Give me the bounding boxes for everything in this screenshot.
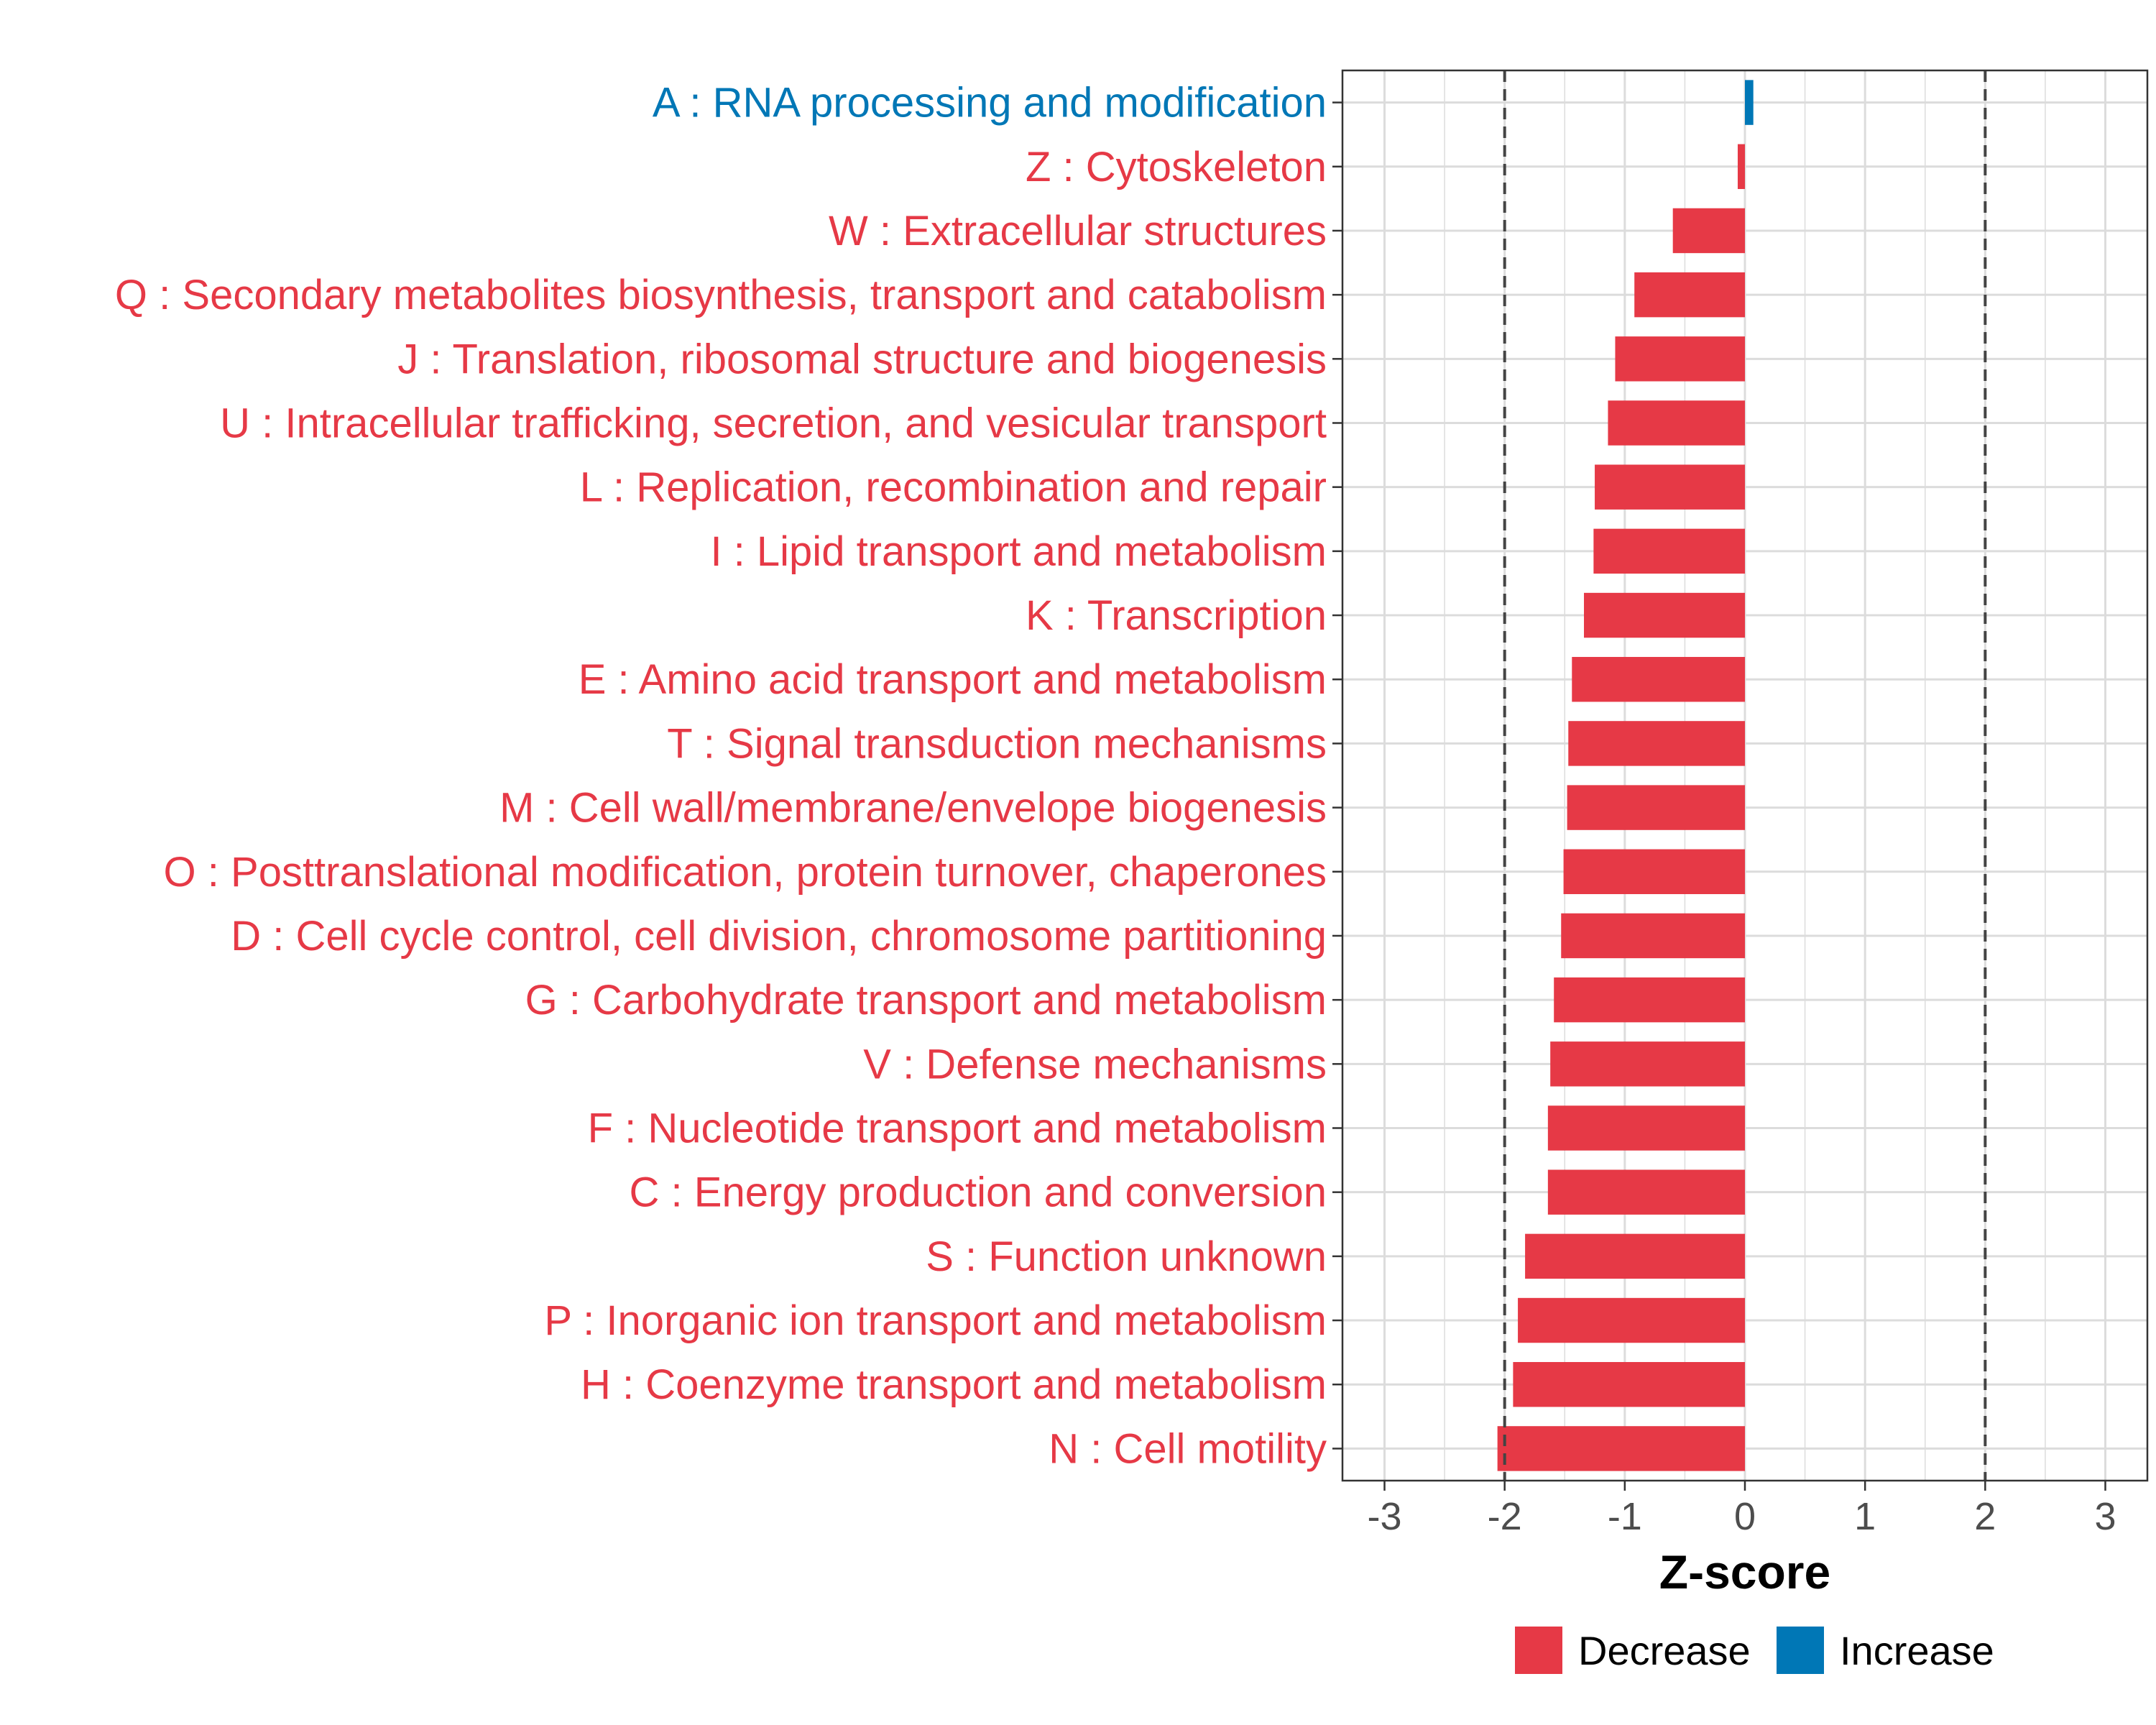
legend-label-decrease: Decrease bbox=[1578, 1628, 1751, 1673]
bar-n bbox=[1497, 1426, 1745, 1471]
category-label: F : Nucleotide transport and metabolism bbox=[588, 1105, 1327, 1152]
category-label: W : Extracellular structures bbox=[829, 208, 1327, 254]
category-label: N : Cell motility bbox=[1049, 1425, 1327, 1472]
category-label: H : Coenzyme transport and metabolism bbox=[581, 1361, 1327, 1408]
bar-q bbox=[1634, 272, 1745, 318]
x-axis-title: Z-score bbox=[1659, 1545, 1830, 1598]
x-tick-label: -3 bbox=[1367, 1495, 1401, 1538]
x-tick-label: 3 bbox=[2094, 1495, 2116, 1538]
category-label: G : Carbohydrate transport and metabolis… bbox=[525, 977, 1327, 1024]
category-label: O : Posttranslational modification, prot… bbox=[164, 849, 1327, 896]
x-tick-label: -2 bbox=[1488, 1495, 1522, 1538]
category-label: Q : Secondary metabolites biosynthesis, … bbox=[115, 272, 1327, 318]
bar-c bbox=[1547, 1169, 1745, 1215]
bar-f bbox=[1547, 1105, 1745, 1151]
bar-i bbox=[1593, 528, 1745, 574]
bar-m bbox=[1567, 785, 1745, 830]
category-label: J : Translation, ribosomal structure and… bbox=[397, 336, 1327, 382]
bar-l bbox=[1595, 464, 1745, 510]
bar-u bbox=[1608, 400, 1745, 446]
category-label: U : Intracellular trafficking, secretion… bbox=[220, 400, 1327, 447]
category-label: Z : Cytoskeleton bbox=[1026, 144, 1327, 190]
bar-k bbox=[1584, 592, 1745, 638]
bar-j bbox=[1615, 336, 1745, 382]
category-label: I : Lipid transport and metabolism bbox=[710, 528, 1327, 575]
bar-t bbox=[1568, 721, 1745, 766]
legend-swatch-increase bbox=[1777, 1627, 1824, 1674]
category-label: T : Signal transduction mechanisms bbox=[667, 720, 1327, 767]
x-tick-label: 2 bbox=[1974, 1495, 1996, 1538]
y-axis: A : RNA processing and modification Z : C… bbox=[115, 80, 1342, 1472]
category-label: E : Amino acid transport and metabolism bbox=[579, 656, 1327, 703]
bar-z bbox=[1737, 144, 1745, 189]
category-label: L : Replication, recombination and repai… bbox=[580, 464, 1327, 511]
bar-g bbox=[1554, 977, 1745, 1023]
category-label: V : Defense mechanisms bbox=[863, 1041, 1327, 1087]
category-label: P : Inorganic ion transport and metaboli… bbox=[544, 1297, 1327, 1344]
legend-label-increase: Increase bbox=[1840, 1628, 1994, 1673]
bar-a bbox=[1745, 80, 1754, 125]
category-label: D : Cell cycle control, cell division, c… bbox=[231, 913, 1327, 960]
x-tick-label: 0 bbox=[1734, 1495, 1756, 1538]
bar-e bbox=[1572, 657, 1745, 702]
reference-lines bbox=[1503, 70, 1987, 1481]
category-label: K : Transcription bbox=[1026, 592, 1327, 639]
bar-d bbox=[1561, 913, 1745, 959]
bar-s bbox=[1525, 1233, 1745, 1279]
legend-swatch-decrease bbox=[1515, 1627, 1562, 1674]
category-label: C : Energy production and conversion bbox=[630, 1169, 1327, 1216]
bar-v bbox=[1550, 1041, 1745, 1087]
x-axis: -3 -2 -1 0 1 2 3 bbox=[1367, 1481, 2116, 1538]
bar-h bbox=[1513, 1362, 1745, 1407]
x-tick-label: 1 bbox=[1854, 1495, 1876, 1538]
bars-layer bbox=[1497, 80, 1754, 1471]
bar-o bbox=[1563, 849, 1745, 894]
x-tick-label: -1 bbox=[1608, 1495, 1642, 1538]
bar-w bbox=[1672, 208, 1745, 254]
legend: Decrease Increase bbox=[1515, 1627, 1994, 1674]
category-label: S : Function unknown bbox=[926, 1233, 1327, 1280]
bar-p bbox=[1518, 1297, 1745, 1343]
category-label: M : Cell wall/membrane/envelope biogenes… bbox=[499, 785, 1327, 832]
category-label: A : RNA processing and modification bbox=[653, 80, 1327, 126]
